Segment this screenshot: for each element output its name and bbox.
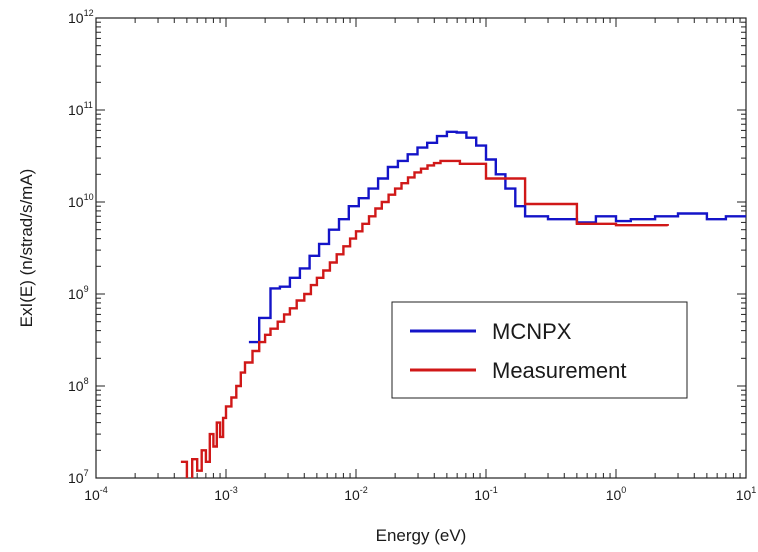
y-tick-label: 109	[68, 284, 89, 302]
x-axis-title: Energy (eV)	[376, 526, 467, 545]
y-tick-label: 107	[68, 468, 89, 486]
tick-labels: 10-4 10-3 10-2 10-1 100 101 107 108 109 1010 1011 1…	[68, 8, 756, 503]
x-tick-label: 10-2	[344, 485, 368, 503]
y-tick-label: 1010	[68, 192, 94, 210]
y-axis-title: ExI(E) (n/strad/s/mA)	[17, 169, 36, 328]
plot-frame	[95, 17, 747, 479]
series-line-mcnpx	[248, 130, 746, 344]
y-tick-label: 1011	[68, 100, 93, 118]
series-line-measurement	[180, 159, 669, 478]
x-tick-label: 10-3	[214, 485, 238, 503]
legend: MCNPX Measurement	[391, 301, 688, 399]
series-lines	[180, 130, 746, 478]
x-tick-label: 10-1	[474, 485, 498, 503]
x-tick-label: 100	[606, 485, 627, 503]
legend-label-mcnpx: MCNPX	[492, 319, 572, 344]
ticks	[95, 18, 746, 479]
legend-label-measurement: Measurement	[492, 358, 627, 383]
x-tick-label: 101	[736, 485, 757, 503]
x-tick-label: 10-4	[84, 485, 108, 503]
y-tick-label: 1012	[68, 8, 94, 26]
legend-box	[391, 301, 688, 399]
y-tick-label: 108	[68, 376, 89, 394]
